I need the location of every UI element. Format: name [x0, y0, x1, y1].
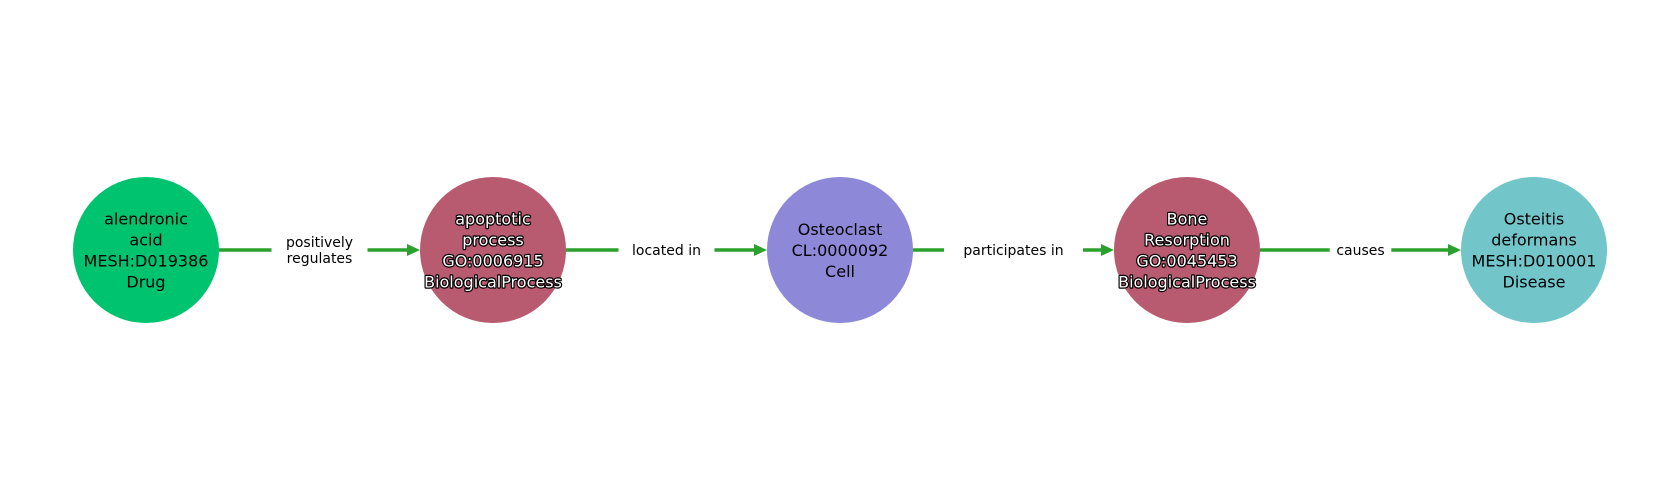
node-label-line: Osteitis [1504, 210, 1565, 229]
node-n5: Osteitis deformans MESH:D010001 Disease [1461, 177, 1607, 323]
node-label-line: Disease [1503, 273, 1566, 292]
node-label-line: MESH:D010001 [1472, 252, 1597, 271]
node-n3: Osteoclast CL:0000092 Cell [767, 177, 913, 323]
node-label-line: Drug [126, 273, 165, 292]
edges-layer: positively regulates located in participate… [219, 231, 1461, 269]
edge-n3-n4: participates in [913, 239, 1114, 261]
edge-n1-n2: positively regulates [219, 231, 420, 269]
node-label-line: GO:0006915 [442, 252, 543, 271]
edge-label-line: causes [1336, 243, 1384, 259]
node-label-line: Osteoclast [798, 220, 883, 239]
node-circle [73, 177, 219, 323]
node-circle [767, 177, 913, 323]
node-circle [1114, 177, 1260, 323]
edge-label-line: regulates [287, 251, 353, 267]
edge-label: located in [632, 243, 701, 259]
node-label: Osteoclast CL:0000092 Cell [792, 220, 889, 281]
edge-n4-n5: causes [1260, 239, 1461, 261]
node-label-line: CL:0000092 [792, 241, 889, 260]
node-circle [1461, 177, 1607, 323]
node-label: Osteitis deformans MESH:D010001 Disease [1472, 210, 1597, 292]
node-label-line: process [462, 231, 523, 250]
edge-label: positively regulates [286, 235, 353, 267]
node-n2: apoptotic process GO:0006915 BiologicalProc… [420, 177, 566, 323]
node-label-line: BiologicalProcess [424, 273, 562, 292]
node-n4: Bone Resorption GO:0045453 BiologicalProces… [1114, 177, 1260, 323]
node-label-line: apoptotic [455, 210, 530, 229]
node-label: Bone Resorption GO:0045453 BiologicalProces… [1118, 210, 1256, 292]
node-n1: alendronic acid MESH:D019386 Drug [73, 177, 219, 323]
edge-label-background [944, 239, 1083, 261]
edge-label-background [271, 231, 368, 269]
node-label-line: BiologicalProcess [1118, 273, 1256, 292]
edge-label-line: located in [632, 243, 701, 259]
nodes-layer: alendronic acid MESH:D019386 Drug apoptotic p… [73, 177, 1607, 323]
arrowhead-icon [1101, 244, 1114, 256]
arrowhead-icon [754, 244, 767, 256]
node-label-line: Bone [1167, 210, 1208, 229]
edge-label-line: positively [286, 235, 353, 251]
node-label-line: Cell [825, 262, 855, 281]
node-label: alendronic acid MESH:D019386 Drug [84, 210, 209, 292]
edge-label-background [618, 239, 715, 261]
node-circle [420, 177, 566, 323]
edge-label: causes [1336, 243, 1384, 259]
edge-label: participates in [963, 243, 1063, 259]
node-label-line: Resorption [1144, 231, 1230, 250]
node-label-line: deformans [1491, 231, 1577, 250]
node-label-line: alendronic [104, 210, 188, 229]
arrowhead-icon [407, 244, 420, 256]
node-label-line: MESH:D019386 [84, 252, 209, 271]
arrowhead-icon [1448, 244, 1461, 256]
edge-label-line: participates in [963, 243, 1063, 259]
node-label-line: acid [129, 231, 162, 250]
edge-label-background [1329, 239, 1392, 261]
edge-n2-n3: located in [566, 239, 767, 261]
node-label-line: GO:0045453 [1136, 252, 1237, 271]
node-label: apoptotic process GO:0006915 BiologicalProc… [424, 210, 562, 292]
